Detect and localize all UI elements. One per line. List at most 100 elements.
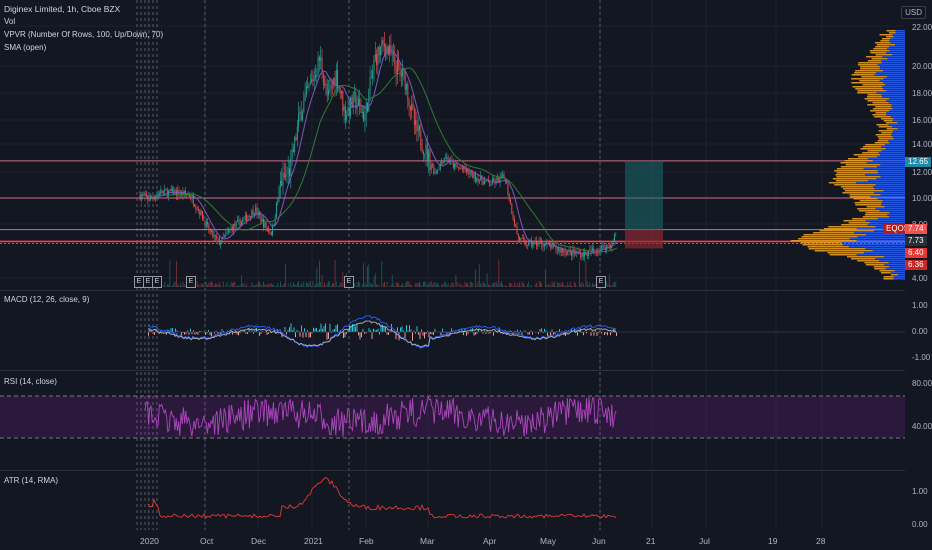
volume-bar: [562, 281, 563, 287]
earnings-marker[interactable]: E: [596, 276, 606, 288]
price-axis-label: 22.00: [912, 23, 932, 32]
volume-bar: [376, 284, 377, 287]
earnings-marker[interactable]: E: [186, 276, 196, 288]
macd-histogram-bar: [373, 328, 374, 332]
candle-body: [165, 189, 167, 191]
vol-indicator-label[interactable]: Vol: [4, 17, 16, 26]
candle-body: [474, 173, 476, 181]
vpvr-row-up: [893, 36, 905, 38]
currency-button[interactable]: USD: [901, 6, 926, 19]
pane-separator[interactable]: [0, 370, 905, 371]
vpvr-row-up: [889, 216, 905, 218]
macd-histogram-bar: [529, 332, 530, 335]
vpvr-row-up: [882, 96, 905, 98]
candle-body: [399, 65, 401, 71]
candle-body: [185, 190, 186, 194]
macd-histogram-bar: [307, 330, 308, 332]
volume-bar: [308, 282, 310, 287]
candle-body: [432, 164, 433, 166]
volume-bar: [524, 285, 526, 287]
volume-bar: [529, 286, 531, 287]
candle-body: [346, 115, 348, 121]
macd-histogram-bar: [221, 329, 223, 332]
vpvr-row-up: [880, 66, 905, 68]
candle-body: [445, 158, 446, 159]
macd-histogram-bar: [284, 327, 286, 332]
earnings-marker[interactable]: E: [344, 276, 354, 288]
volume-bar: [495, 281, 497, 287]
vpvr-row-down: [879, 270, 895, 272]
volume-bar: [481, 284, 483, 287]
vpvr-row-down: [828, 182, 857, 184]
vpvr-row-up: [877, 198, 905, 200]
candle-body: [337, 70, 339, 89]
macd-histogram-bar: [464, 328, 466, 332]
time-axis-label: 28: [816, 536, 826, 546]
vpvr-row-down: [854, 202, 882, 204]
volume-bar: [204, 285, 206, 287]
vpvr-row-up: [849, 238, 905, 240]
earnings-marker[interactable]: E: [152, 276, 162, 288]
vpvr-row-up: [868, 180, 905, 182]
pane-separator[interactable]: [0, 290, 905, 291]
macd-histogram-bar: [461, 328, 463, 332]
vpvr-row-up: [892, 136, 905, 138]
candle-body: [302, 112, 303, 121]
macd-histogram-bar: [470, 329, 472, 332]
vpvr-row-up: [866, 234, 905, 236]
pane-separator[interactable]: [0, 470, 905, 471]
volume-bar: [527, 284, 528, 287]
volume-bar: [231, 283, 233, 287]
candle-body: [357, 98, 359, 106]
vpvr-row-up: [886, 52, 905, 54]
vpvr-row-up: [882, 86, 905, 88]
vpvr-row-up: [883, 70, 905, 72]
volume-bar: [328, 281, 329, 287]
volume-bar: [270, 283, 272, 287]
candle-body: [591, 248, 593, 253]
volume-bar: [501, 281, 502, 287]
sma-indicator-label[interactable]: SMA (open): [4, 43, 47, 52]
candle-body: [469, 172, 471, 175]
vpvr-row-up: [889, 142, 905, 144]
candle-body: [567, 251, 569, 255]
macd-title[interactable]: MACD (12, 26, close, 9): [4, 295, 90, 304]
candle-body: [603, 244, 605, 249]
vpvr-row-up: [893, 138, 905, 140]
volume-bar: [520, 285, 522, 287]
macd-histogram-bar: [194, 332, 196, 335]
symbol-title[interactable]: Diginex Limited, 1h, Cboe BZX: [4, 4, 121, 14]
vpvr-indicator-label[interactable]: VPVR (Number Of Rows, 100, Up/Down, 70): [4, 30, 164, 39]
volume-bar: [523, 283, 524, 287]
vpvr-row-down: [836, 168, 864, 170]
macd-histogram-bar: [485, 332, 487, 334]
candle-body: [372, 71, 374, 79]
macd-histogram-bar: [362, 328, 364, 332]
volume-bar: [290, 282, 292, 287]
vpvr-row-down: [849, 194, 881, 196]
vpvr-row-down: [872, 102, 889, 104]
vpvr-row-down: [859, 80, 880, 82]
vpvr-row-down: [867, 150, 882, 152]
macd-histogram-bar: [503, 332, 505, 334]
macd-histogram-bar: [187, 330, 188, 332]
candle-body: [517, 233, 519, 238]
volume-bar: [408, 281, 410, 287]
vpvr-row-up: [879, 80, 905, 82]
candle-body: [394, 54, 396, 66]
volume-bar: [244, 285, 246, 287]
vpvr-row-up: [875, 208, 905, 210]
atr-title[interactable]: ATR (14, RMA): [4, 476, 59, 485]
volume-bar: [303, 281, 305, 287]
macd-histogram-bar: [542, 332, 544, 334]
candle-body: [237, 220, 238, 222]
rsi-title[interactable]: RSI (14, close): [4, 377, 57, 386]
vpvr-row-down: [867, 60, 882, 62]
volume-bar: [277, 282, 279, 287]
macd-histogram-bar: [386, 332, 388, 335]
candle-body: [300, 111, 302, 121]
macd-histogram-bar: [428, 332, 430, 338]
macd-signal-line: [147, 320, 617, 348]
price-tag-last: 7.74: [905, 224, 927, 234]
